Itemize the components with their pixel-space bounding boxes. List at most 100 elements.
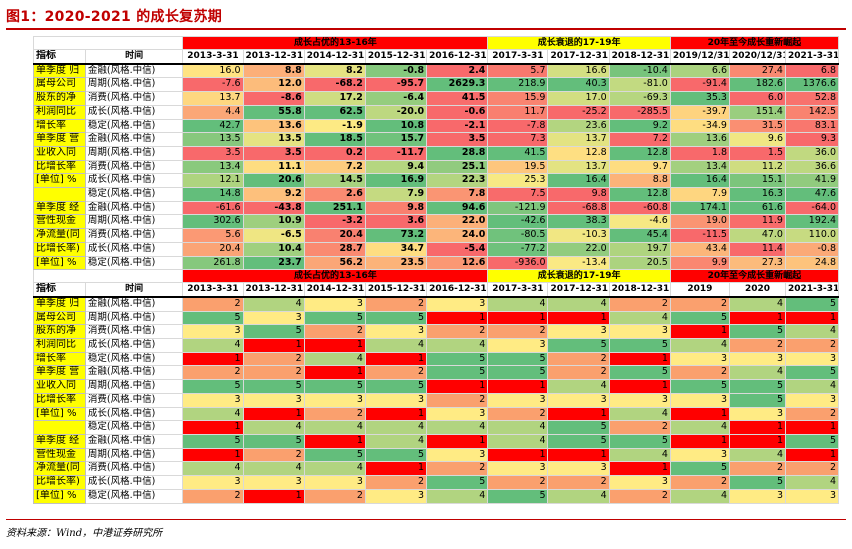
value-cell: 2.6 bbox=[303, 187, 366, 202]
rank-cell: 5 bbox=[669, 310, 730, 326]
value-cell: 3.5 bbox=[242, 145, 305, 161]
rank-cell: 4 bbox=[303, 351, 366, 367]
rank-cell: 3 bbox=[364, 324, 428, 340]
value-cell: -95.7 bbox=[364, 77, 428, 93]
value-cell: -25.2 bbox=[547, 104, 610, 120]
value-cell: 13.5 bbox=[242, 132, 305, 147]
indicator-label: [单位] % bbox=[33, 488, 86, 504]
top-col-header-12: 2021-3-31 bbox=[784, 48, 840, 65]
value-cell: -13.4 bbox=[547, 255, 610, 271]
indicator-label: 营性现金 bbox=[33, 447, 86, 463]
rank-cell: 3 bbox=[364, 392, 428, 408]
top-col-header-4: 2014-12-31 bbox=[303, 48, 366, 65]
value-cell: -69.3 bbox=[608, 91, 671, 106]
rank-cell: 3 bbox=[728, 406, 786, 422]
value-cell: 7.2 bbox=[303, 159, 366, 175]
value-cell: 7.3 bbox=[487, 132, 549, 147]
value-cell: -60.8 bbox=[608, 200, 671, 216]
value-cell: -42.6 bbox=[487, 214, 549, 230]
rank-cell: 5 bbox=[784, 296, 840, 312]
value-cell: 7.9 bbox=[364, 187, 428, 202]
rank-cell: 2 bbox=[784, 461, 840, 477]
table-row: 稳定(风格.中信) 1 4 4 4 4 4 5 2 4 1 1 bbox=[33, 420, 840, 435]
rank-cell: 1 bbox=[608, 351, 671, 367]
rank-cell: 1 bbox=[728, 310, 786, 326]
table-row: [单位] % 稳定(风格.中信) 2 1 2 3 4 5 4 2 4 3 3 bbox=[33, 488, 840, 504]
top-col-header-10: 2019/12/31 bbox=[669, 48, 730, 65]
rank-cell: 1 bbox=[487, 447, 549, 463]
rank-cell: 3 bbox=[669, 447, 730, 463]
rank-cell: 1 bbox=[242, 338, 305, 353]
value-cell: 20.4 bbox=[182, 241, 244, 257]
rank-cell: 5 bbox=[182, 310, 244, 326]
bottom-group-header-2: 20年至今成长重新崛起 bbox=[669, 269, 840, 284]
indicator-label: 增长率 bbox=[33, 118, 86, 134]
rank-cell: 5 bbox=[242, 433, 305, 449]
rank-cell: 3 bbox=[487, 392, 549, 408]
top-group-header-1: 成长衰退的17-19年 bbox=[487, 36, 671, 50]
bottom-column-header-row: 指标 时间 2013-3-31 2013-12-31 2014-12-31 2015-12… bbox=[33, 282, 840, 298]
rank-cell: 3 bbox=[669, 392, 730, 408]
rank-cell: 2 bbox=[784, 406, 840, 422]
style-category: 消费(风格.中信) bbox=[84, 159, 184, 175]
rank-cell: 4 bbox=[547, 488, 610, 504]
value-cell: 41.5 bbox=[487, 145, 549, 161]
value-cell: 12.6 bbox=[426, 255, 489, 271]
bottom-group-header-0: 成长占优的13-16年 bbox=[182, 269, 489, 284]
value-cell: 36.0 bbox=[784, 145, 840, 161]
value-cell: 16.9 bbox=[364, 173, 428, 189]
rank-cell: 3 bbox=[242, 475, 305, 490]
value-cell: 1.8 bbox=[669, 145, 730, 161]
value-cell: 11.1 bbox=[242, 159, 305, 175]
rank-cell: 1 bbox=[364, 406, 428, 422]
value-cell: 218.9 bbox=[487, 77, 549, 93]
rank-cell: 3 bbox=[182, 392, 244, 408]
rank-cell: 3 bbox=[242, 392, 305, 408]
rank-cell: 5 bbox=[669, 379, 730, 394]
value-cell: 13.5 bbox=[182, 132, 244, 147]
rank-cell: 2 bbox=[242, 447, 305, 463]
rank-cell: 2 bbox=[364, 296, 428, 312]
value-cell: 28.7 bbox=[303, 241, 366, 257]
rank-cell: 3 bbox=[669, 351, 730, 367]
value-cell: -61.6 bbox=[182, 200, 244, 216]
rank-cell: 2 bbox=[426, 392, 489, 408]
value-cell: 1376.6 bbox=[784, 77, 840, 93]
value-cell: 5.7 bbox=[487, 63, 549, 79]
rank-cell: 5 bbox=[426, 351, 489, 367]
value-cell: 151.4 bbox=[728, 104, 786, 120]
value-cell: 41.5 bbox=[426, 91, 489, 106]
rank-cell: 2 bbox=[608, 420, 671, 435]
value-cell: 20.5 bbox=[608, 255, 671, 271]
rank-cell: 1 bbox=[426, 433, 489, 449]
value-cell: 52.8 bbox=[784, 91, 840, 106]
style-category: 消费(风格.中信) bbox=[84, 324, 184, 340]
value-cell: 251.1 bbox=[303, 200, 366, 216]
rank-cell: 2 bbox=[242, 365, 305, 381]
rank-cell: 4 bbox=[487, 296, 549, 312]
style-category: 消费(风格.中信) bbox=[84, 461, 184, 477]
top-group-header-row: 成长占优的13-16年 成长衰退的17-19年 20年至今成长重新崛起 bbox=[32, 36, 840, 50]
value-cell: 25.3 bbox=[487, 173, 549, 189]
rank-cell: 3 bbox=[182, 324, 244, 340]
table-row: 单季度 营金融(风格.中信) 13.5 13.5 18.5 15.7 3.5 7.3 13.7… bbox=[33, 132, 840, 147]
value-cell: 41.9 bbox=[784, 173, 840, 189]
rank-cell: 2 bbox=[784, 338, 840, 353]
rank-cell: 4 bbox=[242, 420, 305, 435]
value-cell: 20.4 bbox=[303, 228, 366, 243]
rank-cell: 4 bbox=[728, 365, 786, 381]
rank-cell: 1 bbox=[303, 365, 366, 381]
rank-cell: 2 bbox=[669, 365, 730, 381]
indicator-label: 比增长率) bbox=[33, 475, 86, 490]
rank-cell: 4 bbox=[303, 420, 366, 435]
rank-cell: 1 bbox=[487, 379, 549, 394]
rank-cell: 3 bbox=[487, 338, 549, 353]
rank-cell: 2 bbox=[608, 488, 671, 504]
value-cell: -0.8 bbox=[784, 241, 840, 257]
value-cell: 12.0 bbox=[242, 77, 305, 93]
value-cell: 7.9 bbox=[669, 187, 730, 202]
value-cell: 7.5 bbox=[487, 187, 549, 202]
style-category: 稳定(风格.中信) bbox=[84, 255, 184, 271]
rank-cell: 1 bbox=[426, 310, 489, 326]
value-cell: 23.6 bbox=[547, 118, 610, 134]
